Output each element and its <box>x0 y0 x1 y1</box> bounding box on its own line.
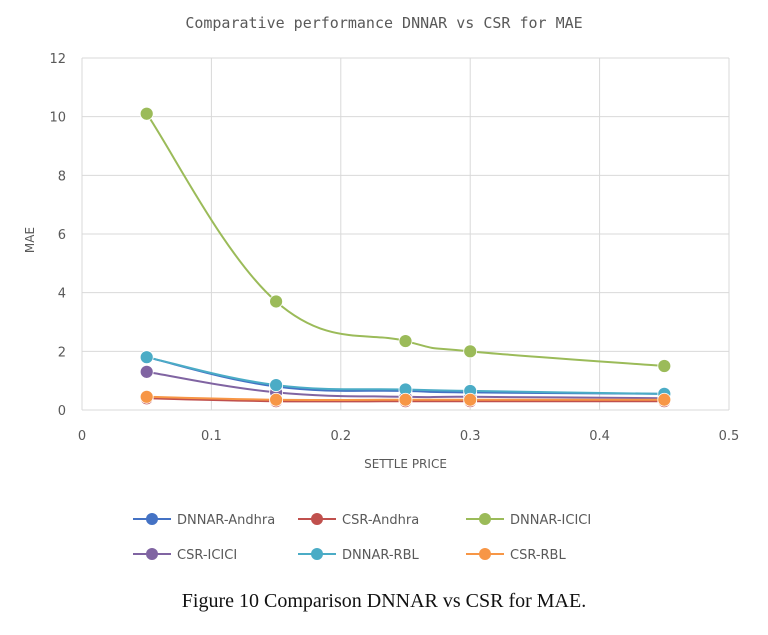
legend-label: DNNAR-Andhra <box>177 513 275 528</box>
data-point <box>139 389 154 404</box>
y-tick-label: 12 <box>49 52 66 67</box>
y-tick-label: 8 <box>58 169 66 184</box>
legend-label: DNNAR-ICICI <box>510 513 591 528</box>
legend-marker <box>311 548 323 560</box>
legend-marker <box>311 513 323 525</box>
legend-item: DNNAR-RBL <box>298 548 420 563</box>
legend-item: DNNAR-ICICI <box>466 513 591 528</box>
legend-label: CSR-RBL <box>510 548 566 563</box>
data-point <box>269 378 284 392</box>
legend-label: DNNAR-RBL <box>342 548 420 563</box>
series-line <box>145 113 665 367</box>
legend-marker <box>146 513 158 525</box>
y-axis-label: MAE <box>23 227 37 253</box>
chart-svg: Comparative performance DNNAR vs CSR for… <box>23 14 739 563</box>
data-point <box>463 392 478 407</box>
legend-label: CSR-Andhra <box>342 513 419 528</box>
x-tick-label: 0.4 <box>589 429 610 444</box>
x-axis-ticks: 0 0.1 0.2 0.3 0.4 0.5 <box>78 429 739 444</box>
x-tick-label: 0 <box>78 429 86 444</box>
series-layer <box>139 106 672 409</box>
legend-item: CSR-ICICI <box>133 548 237 563</box>
x-tick-label: 0.3 <box>460 429 481 444</box>
series-csr-rbl <box>139 389 672 407</box>
legend-marker <box>479 513 491 525</box>
y-tick-label: 2 <box>58 345 66 360</box>
y-tick-label: 10 <box>49 111 66 126</box>
figure-caption: Figure 10 Comparison DNNAR vs CSR for MA… <box>181 590 587 612</box>
data-point <box>657 359 672 373</box>
legend: DNNAR-Andhra CSR-Andhra DNNAR-ICICI CSR-ICI… <box>133 513 591 563</box>
y-tick-label: 0 <box>58 404 66 419</box>
chart-title: Comparative performance DNNAR vs CSR for… <box>185 14 582 32</box>
data-point <box>463 344 478 359</box>
series-dnnar-icici <box>139 106 672 373</box>
legend-item: DNNAR-Andhra <box>133 513 275 528</box>
x-tick-label: 0.1 <box>201 429 222 444</box>
gridlines <box>81 57 730 411</box>
x-axis-label: SETTLE PRICE <box>364 457 447 471</box>
data-point <box>398 334 413 348</box>
y-axis-ticks: 0 2 4 6 8 10 12 <box>49 52 66 419</box>
x-tick-label: 0.2 <box>330 429 351 444</box>
y-tick-label: 4 <box>58 287 66 302</box>
data-point <box>657 392 672 407</box>
data-point <box>139 106 154 121</box>
legend-label: CSR-ICICI <box>177 548 237 563</box>
data-point <box>269 392 284 407</box>
x-tick-label: 0.5 <box>719 429 740 444</box>
legend-marker <box>479 548 491 560</box>
data-point <box>269 294 284 309</box>
data-point <box>398 392 413 407</box>
data-point <box>139 364 154 379</box>
legend-item: CSR-RBL <box>466 548 566 563</box>
data-point <box>139 350 154 365</box>
legend-marker <box>146 548 158 560</box>
y-tick-label: 6 <box>58 228 66 243</box>
legend-item: CSR-Andhra <box>298 513 419 528</box>
